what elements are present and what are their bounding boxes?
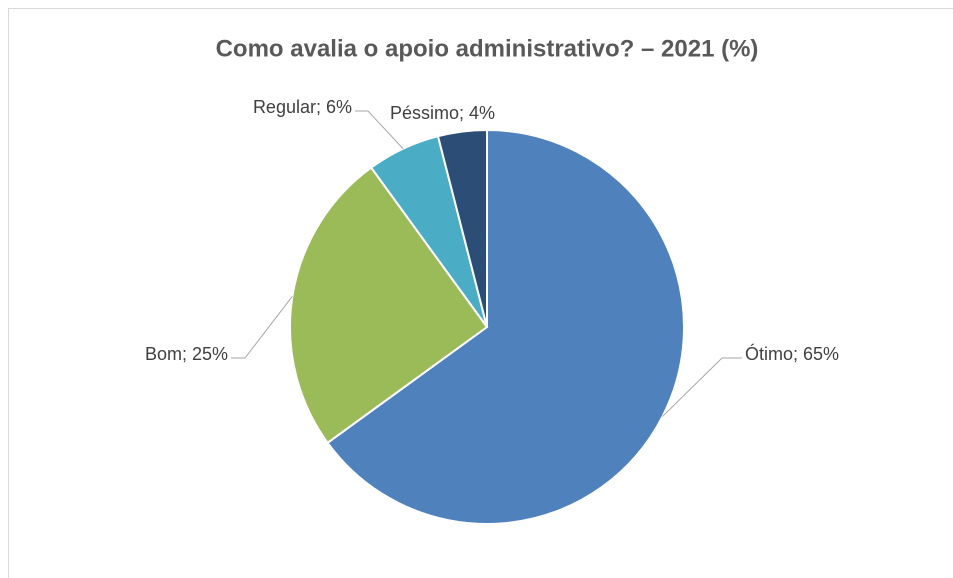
- pie-slice: [326, 128, 685, 525]
- data-label: Bom; 25%: [145, 344, 228, 364]
- chart-title: Como avalia o apoio administrativo? – 20…: [216, 35, 759, 62]
- leader-line: [355, 110, 404, 150]
- data-label: Péssimo; 4%: [390, 103, 495, 123]
- data-label: Regular; 6%: [253, 97, 352, 117]
- data-label: Ótimo; 65%: [745, 343, 839, 364]
- leader-line: [231, 295, 293, 359]
- pie-slice: [436, 128, 488, 328]
- leader-line: [662, 357, 742, 417]
- pie-slice: [289, 166, 489, 445]
